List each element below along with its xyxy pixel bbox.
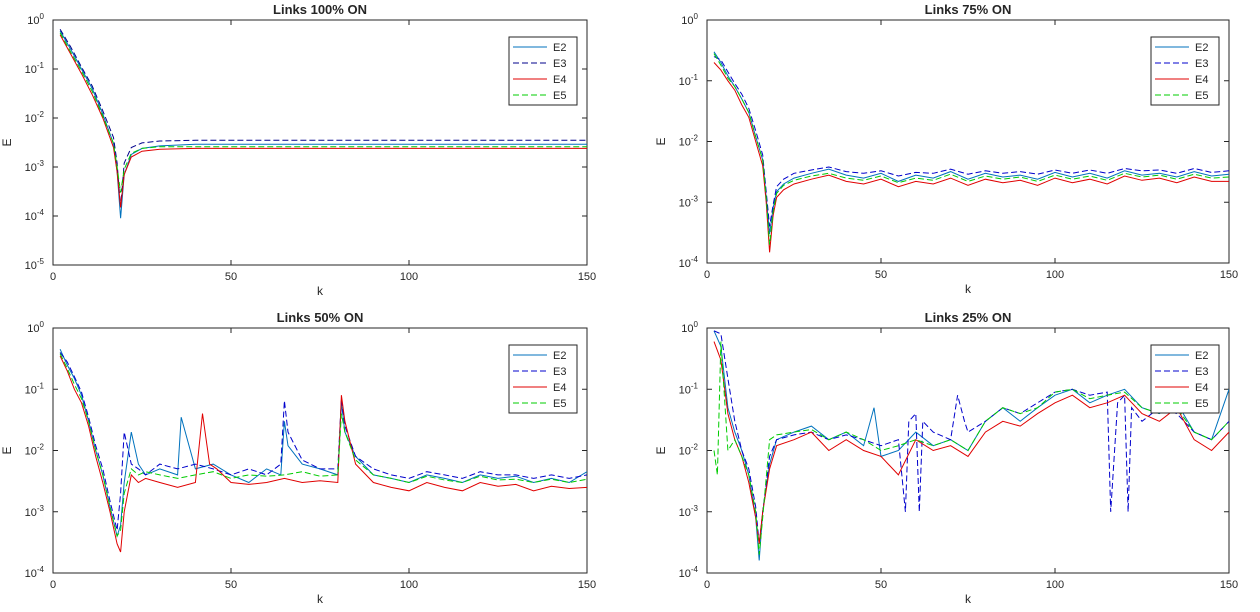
x-tick-label: 0 xyxy=(50,271,56,283)
legend-label: E3 xyxy=(1195,366,1208,378)
legend-label: E2 xyxy=(1195,350,1208,362)
y-tick-label: 10-4 xyxy=(679,255,699,270)
legend-label: E4 xyxy=(553,382,566,394)
legend-label: E5 xyxy=(1195,90,1208,102)
y-tick-label: 10-1 xyxy=(25,61,45,76)
legend-label: E4 xyxy=(1195,382,1208,394)
y-tick-label: 10-4 xyxy=(25,208,45,223)
x-tick-label: 0 xyxy=(704,579,710,591)
y-tick-label: 10-3 xyxy=(25,159,45,174)
legend: E2 E3 E4 E5 xyxy=(508,344,578,414)
chart-title: Links 50% ON xyxy=(277,310,364,325)
series-line-e4 xyxy=(59,34,587,208)
legend-label: E2 xyxy=(553,350,566,362)
y-tick-label: 10-4 xyxy=(25,565,45,580)
series-line-e3 xyxy=(713,330,1229,544)
y-tick-label: 10-5 xyxy=(25,257,45,272)
y-axis-label: E xyxy=(654,137,668,145)
y-tick-label: 10-1 xyxy=(25,381,45,396)
y-tick-label: 10-3 xyxy=(679,504,699,519)
x-tick-label: 50 xyxy=(875,269,887,281)
legend-label: E2 xyxy=(553,42,566,54)
x-tick-label: 100 xyxy=(400,579,418,591)
x-tick-label: 150 xyxy=(578,271,596,283)
y-tick-label: 10-3 xyxy=(25,504,45,519)
chart-1: Links 100% ON 0 50 100 150 k 10-5 10-4 10-3 10-2 1… xyxy=(0,2,596,298)
x-tick-label: 50 xyxy=(225,271,237,283)
series-line-e3 xyxy=(713,56,1229,227)
x-tick-label: 100 xyxy=(1046,269,1064,281)
series-line-e5 xyxy=(713,53,1229,245)
x-tick-label: 100 xyxy=(1046,579,1064,591)
legend: E2 E3 E4 E5 xyxy=(1150,36,1220,106)
chart-title: Links 100% ON xyxy=(273,2,367,17)
y-tick-label: 100 xyxy=(681,12,698,27)
x-tick-label: 0 xyxy=(704,269,710,281)
x-axis-label: k xyxy=(965,282,972,296)
chart-title: Links 25% ON xyxy=(925,310,1012,325)
y-tick-label: 100 xyxy=(27,320,44,335)
x-tick-label: 150 xyxy=(578,579,596,591)
y-tick-label: 10-2 xyxy=(25,443,45,458)
chart-3: Links 50% ON 0 50 100 150 k 10-4 10-3 10-2 10-1 10… xyxy=(0,310,596,606)
x-axis-label: k xyxy=(317,284,324,298)
x-tick-label: 50 xyxy=(875,579,887,591)
series-line-e5 xyxy=(59,353,587,538)
x-axis-label: k xyxy=(965,592,972,606)
x-tick-label: 0 xyxy=(50,579,56,591)
x-tick-label: 150 xyxy=(1220,269,1238,281)
series-line-e5 xyxy=(713,341,1229,555)
legend: E2 E3 E4 E5 xyxy=(1150,344,1220,414)
y-tick-label: 10-1 xyxy=(679,73,699,88)
plot-area xyxy=(52,19,588,266)
legend-label: E3 xyxy=(553,366,566,378)
x-axis-label: k xyxy=(317,592,324,606)
y-tick-label: 10-1 xyxy=(679,381,699,396)
legend-label: E3 xyxy=(1195,58,1208,70)
legend-label: E5 xyxy=(553,398,566,410)
legend: E2 E3 E4 E5 xyxy=(508,36,578,106)
legend-label: E4 xyxy=(553,74,566,86)
legend-box xyxy=(508,36,578,106)
plot-area xyxy=(52,327,588,574)
chart-2: Links 75% ON 0 50 100 150 k 10-4 10-3 10-2 10-1 10… xyxy=(654,2,1238,296)
y-tick-label: 10-2 xyxy=(679,134,699,149)
legend-box xyxy=(508,344,578,414)
chart-title: Links 75% ON xyxy=(925,2,1012,17)
y-tick-label: 10-4 xyxy=(679,565,699,580)
x-tick-label: 150 xyxy=(1220,579,1238,591)
y-axis-label: E xyxy=(654,446,668,454)
y-axis-label: E xyxy=(0,446,14,454)
series-line-e5 xyxy=(59,32,587,193)
legend-box xyxy=(1150,36,1220,106)
x-tick-label: 100 xyxy=(400,271,418,283)
y-tick-label: 100 xyxy=(27,12,44,27)
legend-box xyxy=(1150,344,1220,414)
series-line-e4 xyxy=(713,62,1229,253)
legend-label: E3 xyxy=(553,58,566,70)
legend-label: E2 xyxy=(1195,42,1208,54)
series-line-e4 xyxy=(59,355,587,553)
y-axis-label: E xyxy=(0,138,14,146)
legend-label: E5 xyxy=(1195,398,1208,410)
series-line-e3 xyxy=(59,28,587,208)
series-line-e3 xyxy=(59,352,587,531)
x-tick-label: 50 xyxy=(225,579,237,591)
plot-area xyxy=(706,19,1230,264)
legend-label: E4 xyxy=(1195,74,1208,86)
series-line-e2 xyxy=(59,30,587,219)
y-tick-label: 10-2 xyxy=(679,443,699,458)
chart-4: Links 25% ON 0 50 100 150 k 10-4 10-3 10-2 10-1 10… xyxy=(654,310,1238,606)
y-tick-label: 10-2 xyxy=(25,110,45,125)
y-tick-label: 100 xyxy=(681,320,698,335)
y-tick-label: 10-3 xyxy=(679,194,699,209)
legend-label: E5 xyxy=(553,90,566,102)
